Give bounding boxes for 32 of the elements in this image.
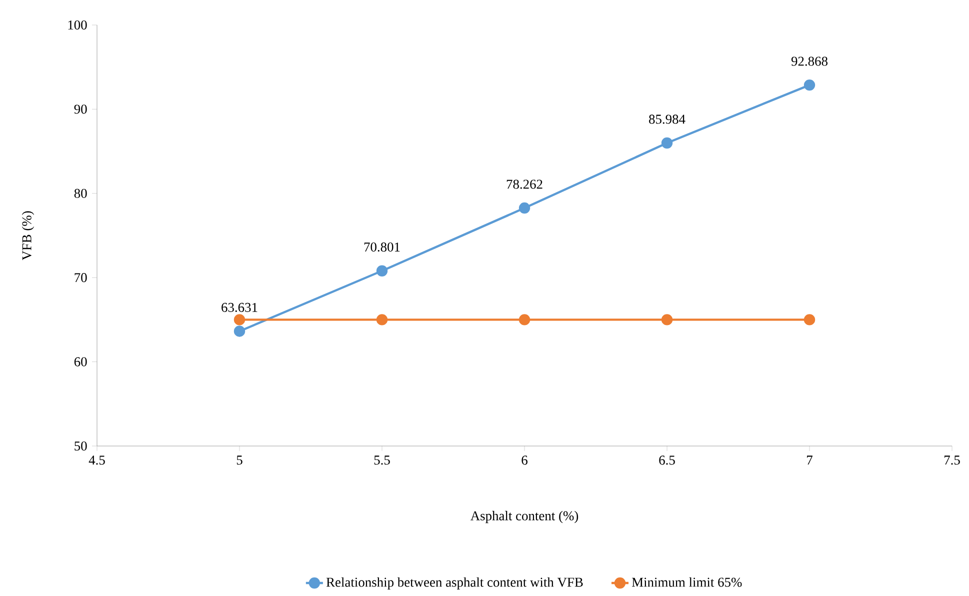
point (234, 314, 246, 326)
point (661, 137, 673, 149)
y-tick-label: 90 (74, 104, 87, 114)
y-axis-title: VFB (%) (22, 211, 34, 260)
point (518, 314, 530, 326)
y-tick-label: 50 (74, 441, 87, 451)
data-label: 85.984 (649, 114, 686, 124)
legend-label: Relationship between asphalt content with VFB (326, 577, 583, 590)
point (376, 314, 388, 326)
point (804, 314, 816, 326)
x-tick-label: 6 (522, 456, 528, 465)
x-tick-label: 5 (236, 456, 242, 465)
data-label: 92.868 (791, 56, 828, 66)
data-label: 63.631 (222, 302, 258, 312)
point (661, 314, 673, 326)
y-tick-label: 80 (74, 188, 87, 198)
y-tick-label: 100 (68, 20, 87, 30)
point (376, 265, 388, 276)
legend-label: Minimum limit 65% (632, 577, 742, 587)
x-axis-title: Asphalt content (%) (470, 510, 578, 524)
x-tick-label: 7 (807, 456, 812, 464)
y-tick-label: 60 (74, 357, 87, 366)
point (234, 326, 246, 337)
x-tick-label: 6.5 (659, 456, 675, 465)
data-label: 78.262 (506, 180, 542, 189)
data-label: 70.801 (364, 242, 400, 252)
x-tick-label: 5.5 (374, 456, 390, 465)
x-tick-label: 4.5 (88, 456, 105, 465)
x-tick-label: 7.5 (944, 456, 960, 465)
y-tick-label: 70 (74, 273, 87, 282)
point (804, 79, 816, 91)
point (518, 202, 530, 214)
